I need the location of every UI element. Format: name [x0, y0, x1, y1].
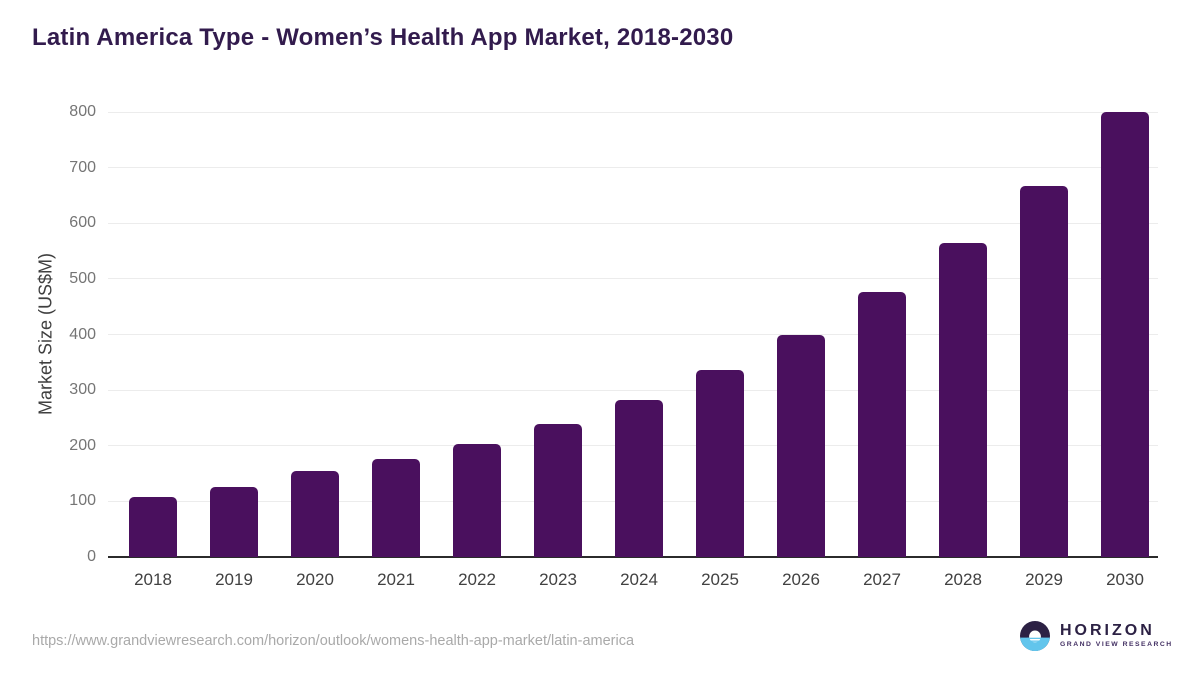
- horizon-sun-icon: [1020, 621, 1050, 651]
- x-tick-2018: 2018: [134, 570, 172, 589]
- x-tick-2030: 2030: [1106, 570, 1144, 589]
- bar-2026: [777, 334, 825, 557]
- x-tick-2020: 2020: [296, 570, 334, 589]
- x-tick-2026: 2026: [782, 570, 820, 589]
- gridline-700: [108, 167, 1158, 169]
- x-tick-2025: 2025: [701, 570, 739, 589]
- bar-2022: [453, 444, 501, 557]
- x-tick-2024: 2024: [620, 570, 658, 589]
- y-tick-100: 100: [69, 492, 96, 510]
- x-tick-2022: 2022: [458, 570, 496, 589]
- x-tick-2028: 2028: [944, 570, 982, 589]
- bar-2027: [858, 291, 906, 557]
- x-axis-line: [108, 556, 1158, 558]
- gridline-300: [108, 389, 1158, 391]
- bar-2025: [696, 370, 744, 557]
- bar-2028: [939, 243, 987, 557]
- y-tick-600: 600: [69, 214, 96, 232]
- bar-chart-plot-area: 0 100 200 300 400 500 600 700 800 2018 2019 2020 202…: [69, 103, 1158, 589]
- bar-2020: [291, 471, 339, 557]
- x-tick-2019: 2019: [215, 570, 253, 589]
- bar-2024: [615, 399, 663, 557]
- bar-2018: [129, 497, 177, 557]
- bar-2021: [372, 459, 420, 557]
- logo-tagline: GRAND VIEW RESEARCH: [1060, 641, 1173, 649]
- gridline-500: [108, 278, 1158, 280]
- x-tick-2029: 2029: [1025, 570, 1063, 589]
- y-tick-400: 400: [69, 325, 96, 343]
- y-tick-700: 700: [69, 158, 96, 176]
- x-tick-2027: 2027: [863, 570, 901, 589]
- gridline-600: [108, 222, 1158, 224]
- x-tick-2023: 2023: [539, 570, 577, 589]
- bar-2029: [1020, 185, 1068, 557]
- y-tick-0: 0: [87, 548, 96, 565]
- page-title: Latin America Type - Women’s Health App …: [32, 24, 734, 51]
- y-tick-500: 500: [69, 269, 96, 287]
- bar-2023: [534, 423, 582, 557]
- source-url: https://www.grandviewresearch.com/horizo…: [32, 633, 635, 649]
- gridline-400: [108, 334, 1158, 335]
- bar-2030: [1101, 112, 1149, 557]
- y-tick-300: 300: [69, 381, 96, 399]
- horizon-logo: HORIZON GRAND VIEW RESEARCH: [1020, 621, 1173, 651]
- bar-2019: [210, 487, 258, 557]
- x-tick-2021: 2021: [377, 570, 415, 589]
- gridline-800: [108, 111, 1158, 113]
- y-tick-200: 200: [69, 436, 96, 454]
- y-tick-800: 800: [69, 103, 96, 120]
- logo-name: HORIZON: [1060, 622, 1155, 640]
